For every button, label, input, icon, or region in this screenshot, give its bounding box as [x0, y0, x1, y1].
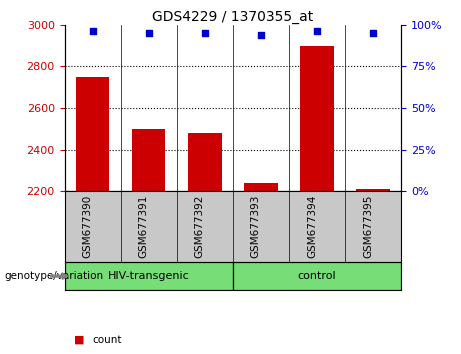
Point [145, 30, 152, 36]
Text: count: count [92, 335, 122, 345]
Text: GSM677390: GSM677390 [83, 195, 93, 258]
Bar [132, 129, 165, 191]
Point [257, 32, 265, 38]
Text: GSM677395: GSM677395 [363, 195, 373, 258]
Bar [356, 189, 390, 191]
Text: HIV-transgenic: HIV-transgenic [108, 271, 189, 281]
Point [369, 30, 377, 36]
Text: GSM677394: GSM677394 [307, 195, 317, 258]
Title: GDS4229 / 1370355_at: GDS4229 / 1370355_at [152, 10, 313, 24]
Point [201, 30, 208, 36]
Text: GSM677393: GSM677393 [251, 195, 261, 258]
Bar [244, 183, 278, 191]
Bar [233, 262, 401, 290]
Bar [300, 46, 334, 191]
Text: ■: ■ [74, 335, 84, 345]
Text: control: control [298, 271, 336, 281]
Text: GSM677391: GSM677391 [139, 195, 148, 258]
Text: GSM677392: GSM677392 [195, 195, 205, 258]
Point [313, 29, 321, 34]
Bar [76, 77, 109, 191]
Text: genotype/variation: genotype/variation [5, 271, 104, 281]
Bar [188, 133, 222, 191]
Point [89, 29, 96, 34]
Bar [65, 262, 233, 290]
